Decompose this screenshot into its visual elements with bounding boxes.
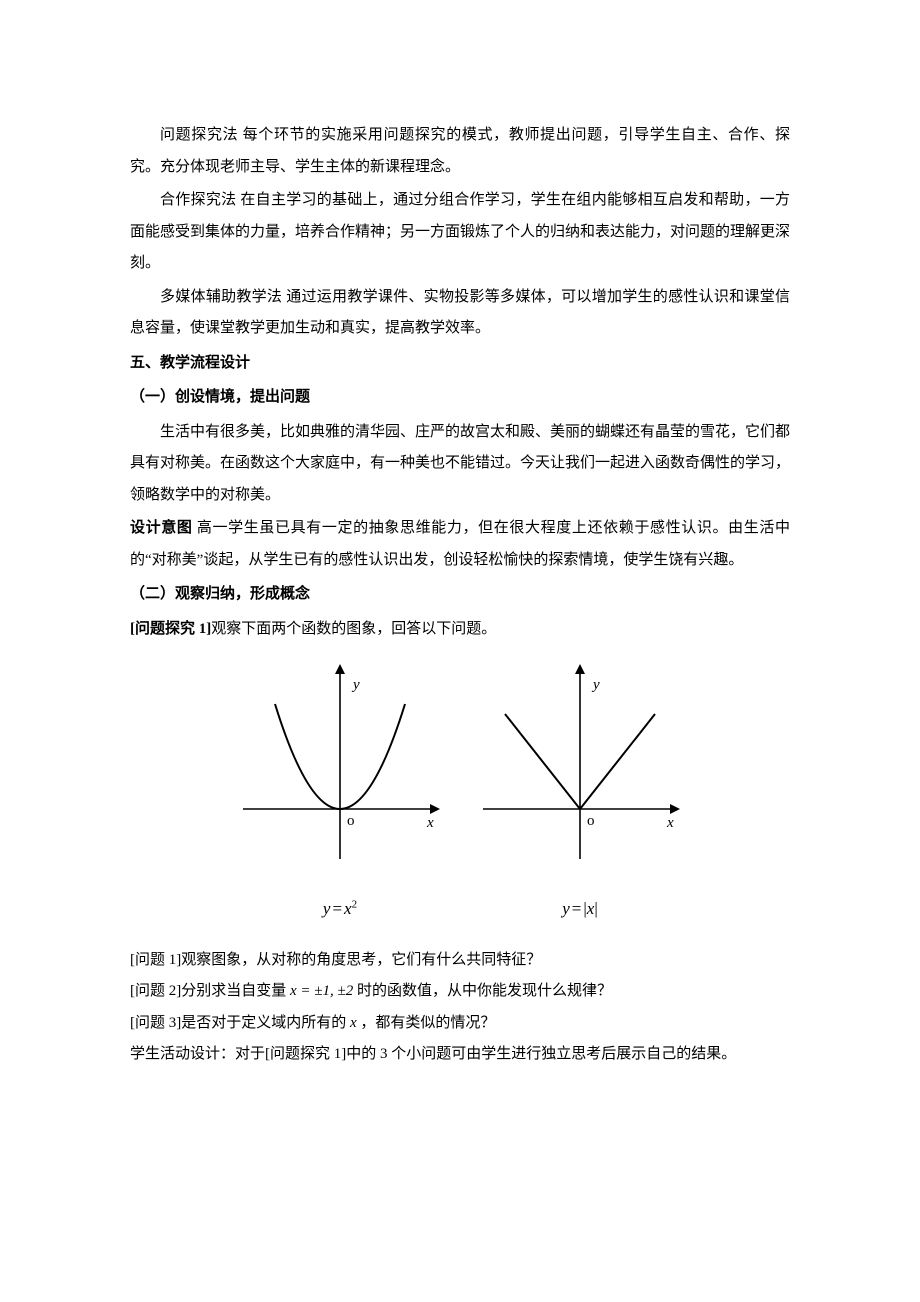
student-activity: 学生活动设计：对于[问题探究 1]中的 3 个小问题可由学生进行独立思考后展示自… [130, 1039, 790, 1071]
x-axis-arrow-r-icon [670, 804, 680, 814]
y-axis-label-r: y [591, 677, 600, 693]
x-axis-label-r: x [666, 815, 674, 831]
y-axis-label: y [351, 677, 360, 693]
heading-section-5: 五、教学流程设计 [130, 348, 790, 380]
chart-right: y x o y=|x| [475, 659, 685, 927]
page-container: 问题探究法 每个环节的实施采用问题探究的模式，教师提出问题，引导学生自主、合作、… [0, 0, 920, 1302]
q2-math: x = ±1, ±2 [290, 983, 353, 999]
question-3: [问题 3]是否对于定义域内所有的 x ，都有类似的情况？ [130, 1008, 790, 1040]
para-scene: 生活中有很多美，比如典雅的清华园、庄严的故宫太和殿、美丽的蝴蝶还有晶莹的雪花，它… [130, 417, 790, 512]
explore-1-text: 观察下面两个函数的图象，回答以下问题。 [211, 621, 496, 637]
formula-right-y: y [562, 899, 570, 918]
formula-left-sup: 2 [352, 898, 358, 910]
subheading-1: （一）创设情境，提出问题 [130, 382, 790, 414]
formula-left-x: x [344, 899, 352, 918]
chart-right-svg: y x o [475, 659, 685, 869]
q3-post: ，都有类似的情况？ [357, 1015, 496, 1031]
chart-left: y x o y=x2 [235, 659, 445, 927]
formula-right-bar-close: | [594, 899, 597, 918]
chart-left-svg: y x o [235, 659, 445, 869]
formula-right-bar-open: | [583, 899, 586, 918]
origin-label-r: o [587, 813, 595, 829]
q2-pre: [问题 2]分别求当自变量 [130, 983, 290, 999]
subheading-2: （二）观察归纳，形成概念 [130, 579, 790, 611]
formula-left: y=x2 [323, 891, 357, 927]
explore-1-line: [问题探究 1]观察下面两个函数的图象，回答以下问题。 [130, 614, 790, 646]
formula-right: y=|x| [562, 891, 598, 927]
question-2: [问题 2]分别求当自变量 x = ±1, ±2 时的函数值，从中你能发现什么规… [130, 976, 790, 1008]
formula-left-eq: = [332, 899, 342, 918]
q3-pre: [问题 3]是否对于定义域内所有的 [130, 1015, 350, 1031]
question-1: [问题 1]观察图象，从对称的角度思考，它们有什么共同特征？ [130, 945, 790, 977]
charts-container: y x o y=x2 y x o [130, 659, 790, 927]
design-intent-text: 高一学生虽已具有一定的抽象思维能力，但在很大程度上还依赖于感性认识。由生活中的“… [130, 520, 790, 568]
para-method-multimedia: 多媒体辅助教学法 通过运用教学课件、实物投影等多媒体，可以增加学生的感性认识和课… [130, 282, 790, 345]
q3-math: x [350, 1015, 357, 1031]
origin-label: o [347, 813, 355, 829]
explore-1-label: [问题探究 1] [130, 621, 211, 637]
para-method-inquiry: 问题探究法 每个环节的实施采用问题探究的模式，教师提出问题，引导学生自主、合作、… [130, 120, 790, 183]
x-axis-arrow-icon [430, 804, 440, 814]
y-axis-arrow-icon [335, 664, 345, 674]
design-intent-label: 设计意图 [130, 520, 193, 536]
y-axis-arrow-r-icon [575, 664, 585, 674]
x-axis-label: x [426, 815, 434, 831]
para-method-coop: 合作探究法 在自主学习的基础上，通过分组合作学习，学生在组内能够相互启发和帮助，… [130, 185, 790, 280]
q2-post: 时的函数值，从中你能发现什么规律？ [353, 983, 612, 999]
formula-left-y: y [323, 899, 331, 918]
para-design-intent: 设计意图 高一学生虽已具有一定的抽象思维能力，但在很大程度上还依赖于感性认识。由… [130, 513, 790, 576]
formula-right-eq: = [572, 899, 582, 918]
questions-block: [问题 1]观察图象，从对称的角度思考，它们有什么共同特征？ [问题 2]分别求… [130, 945, 790, 1071]
